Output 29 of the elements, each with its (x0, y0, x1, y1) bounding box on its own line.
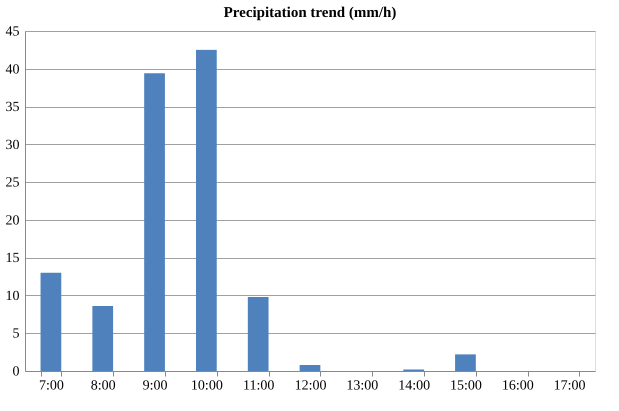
y-tick-label: 35 (6, 100, 20, 116)
y-tick-label: 40 (6, 62, 20, 78)
x-tick-label: 9:00 (142, 378, 168, 394)
x-tick-label: 14:00 (398, 378, 430, 394)
chart-title: Precipitation trend (mm/h) (224, 5, 396, 21)
y-tick-label: 0 (12, 364, 20, 380)
x-tick-label: 8:00 (90, 378, 116, 394)
bar (144, 73, 165, 371)
bar (300, 364, 320, 371)
x-tick-label: 15:00 (450, 378, 482, 394)
x-tick-label: 17:00 (554, 378, 586, 394)
bar (92, 306, 114, 371)
bar (455, 354, 476, 371)
x-tick-label: 13:00 (346, 378, 378, 394)
y-tick-label: 20 (6, 213, 20, 228)
y-tick-label: 10 (6, 288, 20, 304)
bar (248, 296, 269, 371)
y-tick-label: 30 (6, 138, 20, 153)
x-tick-label: 7:00 (38, 378, 64, 394)
x-tick-label: 12:00 (294, 378, 326, 394)
bar (40, 272, 62, 371)
y-tick-label: 15 (6, 251, 20, 266)
y-tick-label: 5 (12, 326, 20, 342)
bar (196, 50, 217, 371)
y-tick-label: 45 (6, 24, 20, 40)
x-tick-label: 10:00 (190, 378, 223, 394)
x-tick-label: 11:00 (242, 378, 274, 394)
x-tick-label: 16:00 (502, 378, 534, 394)
y-tick-label: 25 (6, 176, 20, 191)
